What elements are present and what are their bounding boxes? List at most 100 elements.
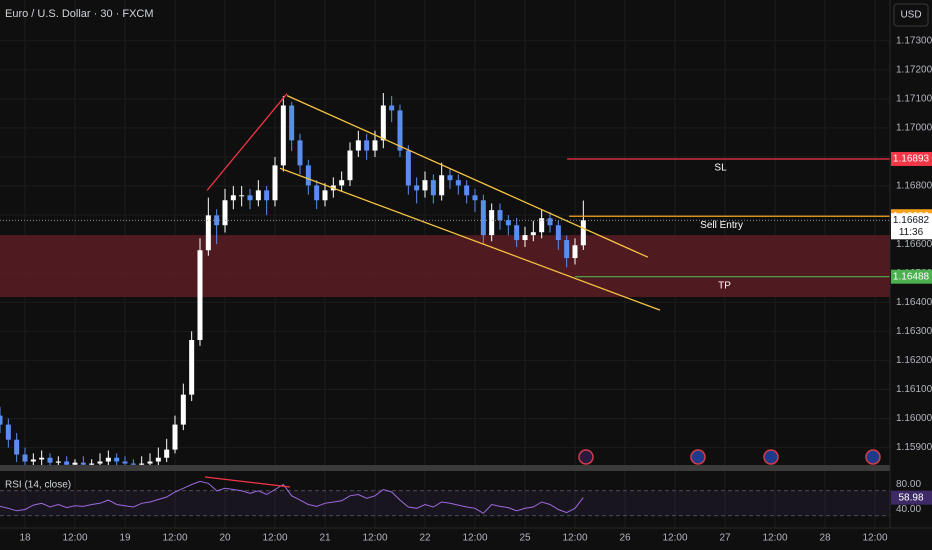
candle-body <box>30 459 36 462</box>
rsi-tick-label: 40.00 <box>896 504 921 515</box>
y-tick-label: 1.17300 <box>896 35 932 46</box>
x-tick-label: 12:00 <box>762 533 787 544</box>
candle-body <box>239 195 245 197</box>
candle-body <box>47 457 53 463</box>
rsi-value-box <box>891 490 932 505</box>
y-tick-label: 1.16800 <box>896 181 932 192</box>
y-tick-label: 1.16100 <box>896 384 932 395</box>
current-price-box <box>891 213 932 240</box>
candle-body <box>347 150 353 181</box>
x-tick-label: 22 <box>419 533 431 544</box>
event-icon[interactable] <box>578 449 594 465</box>
level-price-box <box>891 151 932 166</box>
candle-body <box>205 215 211 251</box>
x-tick-label: 18 <box>19 533 31 544</box>
candle-body <box>389 105 395 111</box>
event-icon[interactable] <box>690 449 706 465</box>
rsi-trendline <box>204 476 291 488</box>
x-tick-label: 21 <box>319 533 331 544</box>
candle-body <box>339 180 345 186</box>
x-tick-label: 12:00 <box>862 533 887 544</box>
candle-body <box>364 140 370 151</box>
pane-separator <box>0 465 890 471</box>
candle-body <box>447 175 453 181</box>
candle-body <box>255 190 261 201</box>
rsi-line <box>0 480 584 514</box>
trendline <box>279 167 661 311</box>
price-pane <box>0 93 890 465</box>
candle-body <box>355 140 361 151</box>
level-label: SL <box>714 163 727 174</box>
rsi-band <box>0 490 890 516</box>
candle-body <box>522 235 528 241</box>
x-tick-label: 12:00 <box>362 533 387 544</box>
candle-body <box>380 105 386 141</box>
x-tick-label: 12:00 <box>162 533 187 544</box>
candle-body <box>314 185 320 201</box>
candle-body <box>139 463 145 465</box>
candle-body <box>305 165 311 186</box>
candle-body <box>105 457 111 462</box>
rsi-tick-label: 80.00 <box>896 479 921 490</box>
candle-body <box>64 461 70 465</box>
candle-body <box>164 449 170 458</box>
rsi-pane <box>0 476 890 517</box>
x-tick-label: 12:00 <box>262 533 287 544</box>
x-tick-label: 25 <box>519 533 531 544</box>
candle-body <box>422 180 428 191</box>
candle-body <box>555 225 561 241</box>
x-tick-label: 26 <box>619 533 631 544</box>
candle-body <box>405 150 411 186</box>
currency-label[interactable]: USD <box>900 10 921 21</box>
candle-body <box>514 225 520 241</box>
level-price-label: 1.16893 <box>893 154 930 165</box>
x-tick-label: 12:00 <box>462 533 487 544</box>
candle-body <box>147 461 153 464</box>
y-tick-label: 1.16600 <box>896 239 932 250</box>
candle-body <box>464 185 470 196</box>
candle-body <box>572 245 578 259</box>
y-tick-label: 1.15900 <box>896 442 932 453</box>
x-tick-label: 28 <box>819 533 831 544</box>
candle-body <box>89 463 95 465</box>
candle-body <box>172 424 178 450</box>
candle-body <box>505 220 511 226</box>
y-tick-label: 1.17000 <box>896 123 932 134</box>
trendline <box>286 95 649 258</box>
candle-body <box>280 105 286 166</box>
event-icon[interactable] <box>865 449 881 465</box>
candle-body <box>22 454 28 462</box>
event-icon[interactable] <box>763 449 779 465</box>
y-tick-label: 1.17100 <box>896 93 932 104</box>
candle-body <box>222 200 228 226</box>
current-price-label: 1.16682 <box>893 215 930 226</box>
candle-body <box>439 175 445 196</box>
x-tick-label: 27 <box>719 533 731 544</box>
candle-body <box>122 461 128 464</box>
event-icons <box>578 449 881 465</box>
candle-body <box>114 457 120 462</box>
candle-body <box>564 240 570 259</box>
candle-body <box>0 415 3 425</box>
countdown-label: 11:36 <box>899 227 924 238</box>
candle-body <box>5 424 11 440</box>
candle-body <box>155 457 161 462</box>
symbol-title: Euro / U.S. Dollar · 30 · FXCM <box>5 8 154 20</box>
candle-body <box>372 140 378 151</box>
candle-body <box>97 461 103 464</box>
currency-button[interactable] <box>893 3 929 27</box>
candle-body <box>530 232 536 236</box>
x-tick-label: 19 <box>119 533 131 544</box>
candle-body <box>130 463 136 465</box>
candle-body <box>247 195 253 201</box>
x-tick-label: 20 <box>219 533 231 544</box>
y-tick-label: 1.17200 <box>896 64 932 75</box>
y-tick-label: 1.16300 <box>896 326 932 337</box>
candle-body <box>55 461 61 463</box>
y-tick-label: 1.16000 <box>896 413 932 424</box>
level-label: Sell Entry <box>700 220 743 231</box>
indicator-title: RSI (14, close) <box>5 480 71 491</box>
candle-body <box>289 105 295 141</box>
candle-body <box>72 462 78 465</box>
candle-body <box>472 195 478 201</box>
